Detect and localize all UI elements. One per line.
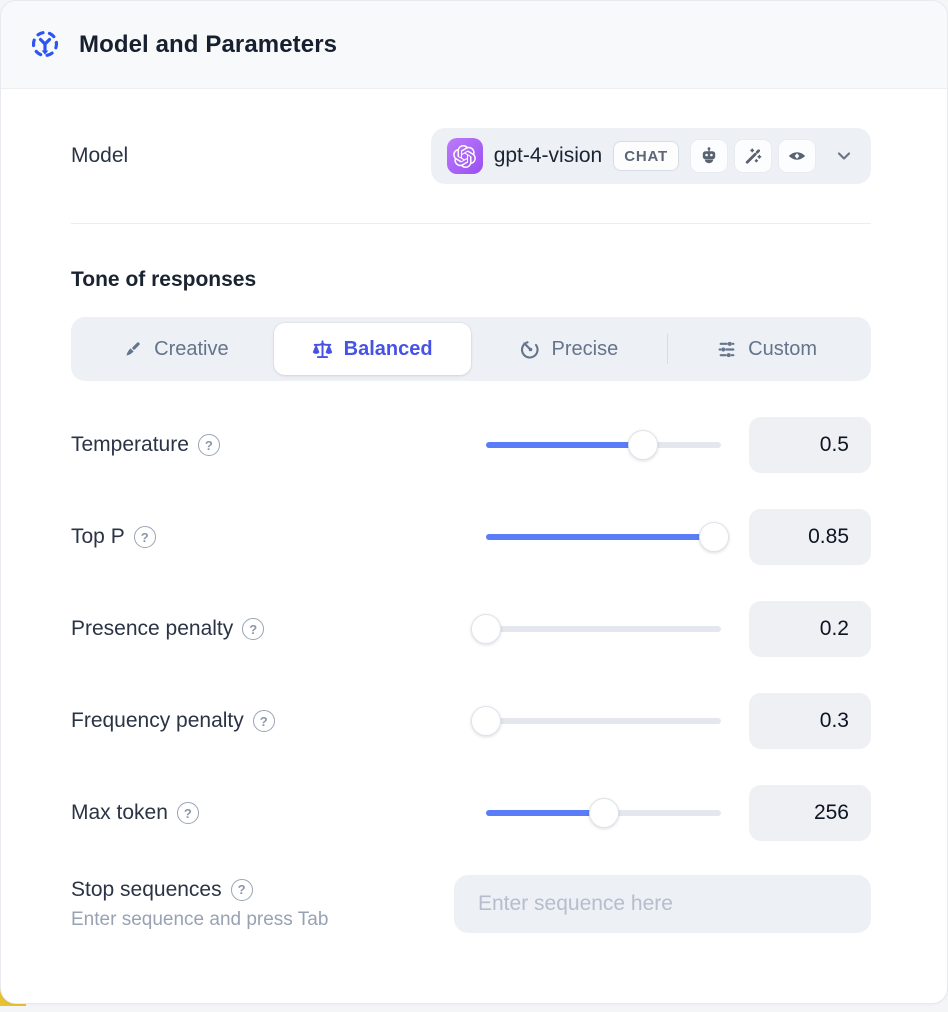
top-p-slider[interactable] bbox=[486, 522, 729, 552]
stop-sequences-row: Stop sequences ? Enter sequence and pres… bbox=[71, 875, 871, 933]
vision-eye-icon bbox=[778, 139, 816, 173]
model-label: Model bbox=[71, 144, 129, 167]
model-type-badge: CHAT bbox=[613, 141, 679, 171]
max-token-row: Max token ? 256 bbox=[71, 785, 871, 841]
model-row: Model gpt-4-vision CHAT bbox=[71, 128, 871, 184]
model-capability-chips bbox=[690, 139, 816, 173]
tone-option-balanced[interactable]: Balanced bbox=[273, 323, 471, 375]
frequency-penalty-row: Frequency penalty ? 0.3 bbox=[71, 693, 871, 749]
balance-scale-icon bbox=[312, 339, 333, 360]
slider-thumb[interactable] bbox=[628, 430, 659, 460]
temperature-row: Temperature ? 0.5 bbox=[71, 417, 871, 473]
tone-heading: Tone of responses bbox=[71, 268, 257, 291]
magic-wand-icon bbox=[734, 139, 772, 173]
panel-title: Model and Parameters bbox=[79, 30, 338, 58]
tone-option-precise[interactable]: Precise bbox=[471, 323, 668, 375]
top-p-row: Top P ? 0.85 bbox=[71, 509, 871, 565]
slider-thumb[interactable] bbox=[588, 798, 619, 828]
help-icon[interactable]: ? bbox=[133, 526, 156, 548]
temperature-slider[interactable] bbox=[486, 430, 721, 460]
temperature-value[interactable]: 0.5 bbox=[749, 417, 871, 473]
tone-option-label: Balanced bbox=[343, 337, 433, 360]
frequency-penalty-value[interactable]: 0.3 bbox=[749, 693, 871, 749]
target-arrow-icon bbox=[520, 339, 541, 360]
tone-option-custom[interactable]: Custom bbox=[668, 323, 865, 375]
tone-option-label: Precise bbox=[551, 337, 619, 360]
presence-penalty-label: Presence penalty bbox=[71, 617, 234, 640]
model-select-dropdown[interactable]: gpt-4-vision CHAT bbox=[430, 128, 871, 184]
help-icon[interactable]: ? bbox=[230, 878, 253, 901]
help-icon[interactable]: ? bbox=[176, 802, 199, 824]
frequency-penalty-label: Frequency penalty bbox=[71, 709, 244, 732]
tone-option-label: Custom bbox=[748, 337, 818, 360]
top-p-value[interactable]: 0.85 bbox=[749, 509, 871, 565]
stop-sequences-label: Stop sequences bbox=[71, 877, 222, 901]
model-hub-icon bbox=[29, 29, 61, 61]
tone-option-creative[interactable]: Creative bbox=[77, 323, 274, 375]
slider-thumb[interactable] bbox=[471, 614, 501, 644]
tone-segmented-control: Creative Balanced bbox=[71, 317, 871, 381]
segment-divider bbox=[667, 334, 669, 364]
openai-logo bbox=[446, 138, 483, 174]
presence-penalty-value[interactable]: 0.2 bbox=[749, 601, 871, 657]
assistant-robot-icon bbox=[690, 139, 728, 173]
max-token-slider[interactable] bbox=[486, 798, 721, 828]
help-icon[interactable]: ? bbox=[242, 618, 265, 640]
top-p-label: Top P bbox=[71, 525, 125, 548]
help-icon[interactable]: ? bbox=[197, 434, 220, 456]
max-token-value[interactable]: 256 bbox=[749, 785, 871, 841]
frequency-penalty-slider[interactable] bbox=[471, 706, 721, 736]
presence-penalty-slider[interactable] bbox=[471, 614, 721, 644]
section-divider bbox=[71, 223, 871, 224]
paintbrush-icon bbox=[122, 339, 143, 360]
sliders-icon bbox=[716, 339, 737, 360]
selected-model-name: gpt-4-vision bbox=[493, 144, 603, 167]
slider-thumb[interactable] bbox=[471, 706, 501, 736]
stop-sequence-input[interactable] bbox=[454, 875, 871, 933]
tone-option-label: Creative bbox=[154, 337, 229, 360]
help-icon[interactable]: ? bbox=[252, 710, 275, 732]
chevron-down-icon bbox=[833, 145, 855, 167]
slider-thumb[interactable] bbox=[698, 522, 729, 552]
temperature-label: Temperature bbox=[71, 433, 189, 456]
presence-penalty-row: Presence penalty ? 0.2 bbox=[71, 601, 871, 657]
panel-header: Model and Parameters bbox=[1, 1, 947, 89]
max-token-label: Max token bbox=[71, 801, 168, 824]
stop-sequences-hint: Enter sequence and press Tab bbox=[71, 908, 329, 930]
